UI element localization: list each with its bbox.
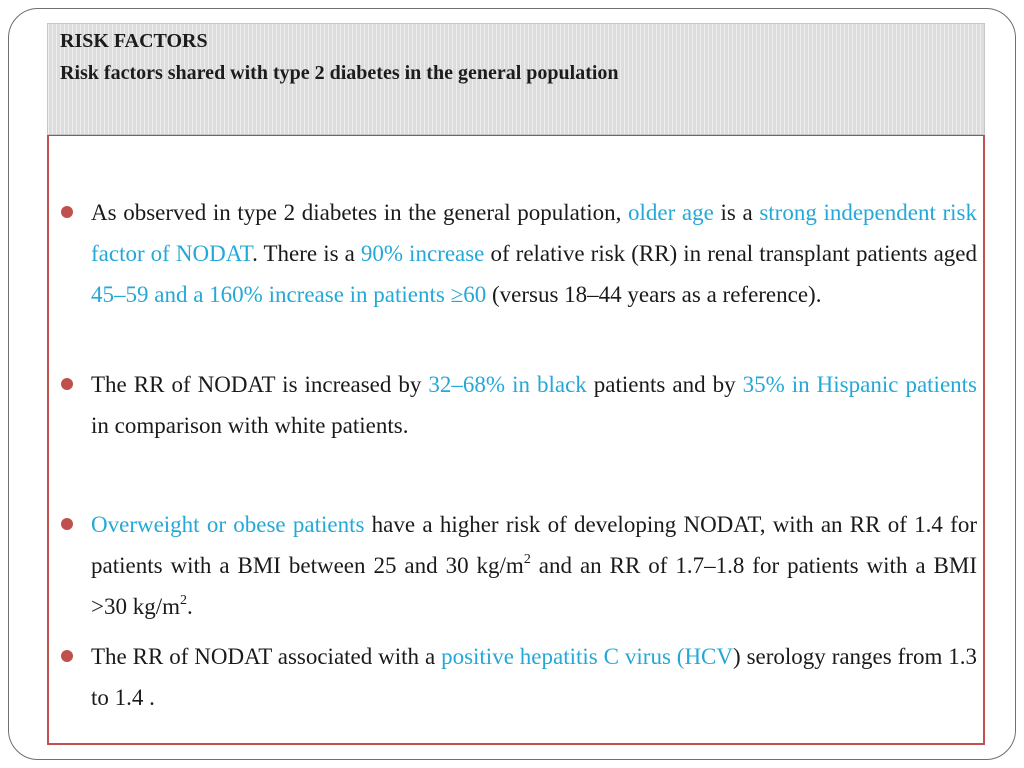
content-box: As observed in type 2 diabetes in the ge… xyxy=(47,135,985,745)
highlighted-text: 90% increase xyxy=(360,241,485,266)
highlighted-text: 35% in Hispanic patients xyxy=(742,372,977,397)
highlighted-text: positive hepatitis C virus (HCV xyxy=(441,644,734,669)
body-text: of relative risk (RR) in renal transplan… xyxy=(484,241,977,266)
slide-title: RISK FACTORS xyxy=(60,30,208,52)
body-text: The RR of NODAT is increased by xyxy=(91,372,429,397)
highlighted-text: strong independent risk factor of NODAT xyxy=(91,200,977,266)
superscript: 2 xyxy=(523,552,531,567)
body-text: in comparison with white patients. xyxy=(91,413,409,438)
body-text: patients and by xyxy=(586,372,743,397)
body-text: . There is a xyxy=(252,241,361,266)
bullet-dot xyxy=(61,378,73,390)
highlighted-text: 32–68% in black xyxy=(428,372,587,397)
slide-frame xyxy=(8,8,1016,760)
highlighted-text: 45–59 and a 160% increase in patients ≥6… xyxy=(91,282,487,307)
highlighted-text: Overweight or obese patients xyxy=(91,512,365,537)
bullet-item: Overweight or obese patients have a high… xyxy=(91,504,977,627)
body-text: ) serology ranges from 1.3 to 1.4 . xyxy=(91,644,977,710)
superscript: 2 xyxy=(180,593,188,608)
body-text: and an RR of 1.7–1.8 for patients with a… xyxy=(91,553,978,619)
body-text: As observed in type 2 diabetes in the ge… xyxy=(91,200,629,225)
body-text: The RR of NODAT associated with a xyxy=(91,644,442,669)
body-text: (versus 18–44 years as a reference). xyxy=(486,282,822,307)
highlighted-text: older age xyxy=(628,200,714,225)
slide-header: RISK FACTORS Risk factors shared with ty… xyxy=(47,23,985,135)
bullet-item: The RR of NODAT is increased by 32–68% i… xyxy=(91,364,977,446)
bullet-item: The RR of NODAT associated with a positi… xyxy=(91,636,977,718)
body-text: have a higher risk of developing NODAT, … xyxy=(91,512,977,578)
bullet-item: As observed in type 2 diabetes in the ge… xyxy=(91,192,977,315)
slide-subtitle: Risk factors shared with type 2 diabetes… xyxy=(60,62,619,84)
body-text: is a xyxy=(713,200,760,225)
body-text: . xyxy=(187,594,193,619)
bullet-dot xyxy=(61,518,73,530)
bullet-dot xyxy=(61,206,73,218)
bullet-dot xyxy=(61,650,73,662)
